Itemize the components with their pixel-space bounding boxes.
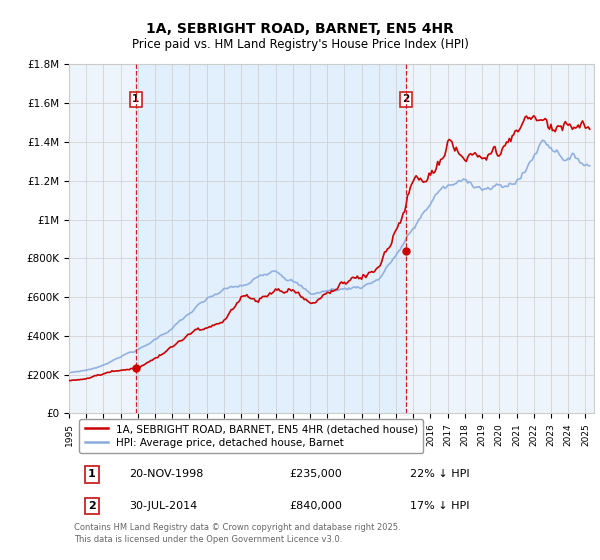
Text: 20-NOV-1998: 20-NOV-1998 bbox=[130, 469, 204, 479]
Text: £840,000: £840,000 bbox=[290, 501, 343, 511]
Text: 1: 1 bbox=[88, 469, 95, 479]
Text: 22% ↓ HPI: 22% ↓ HPI bbox=[410, 469, 470, 479]
Text: 1: 1 bbox=[132, 94, 139, 104]
Bar bbox=[136, 64, 406, 413]
Text: 2: 2 bbox=[403, 94, 410, 104]
Text: Contains HM Land Registry data © Crown copyright and database right 2025.
This d: Contains HM Land Registry data © Crown c… bbox=[74, 523, 401, 544]
Text: 17% ↓ HPI: 17% ↓ HPI bbox=[410, 501, 470, 511]
Text: Price paid vs. HM Land Registry's House Price Index (HPI): Price paid vs. HM Land Registry's House … bbox=[131, 38, 469, 51]
Text: 30-JUL-2014: 30-JUL-2014 bbox=[130, 501, 197, 511]
Text: 2: 2 bbox=[88, 501, 95, 511]
Legend: 1A, SEBRIGHT ROAD, BARNET, EN5 4HR (detached house), HPI: Average price, detache: 1A, SEBRIGHT ROAD, BARNET, EN5 4HR (deta… bbox=[79, 419, 423, 454]
Text: 1A, SEBRIGHT ROAD, BARNET, EN5 4HR: 1A, SEBRIGHT ROAD, BARNET, EN5 4HR bbox=[146, 22, 454, 36]
Text: £235,000: £235,000 bbox=[290, 469, 342, 479]
